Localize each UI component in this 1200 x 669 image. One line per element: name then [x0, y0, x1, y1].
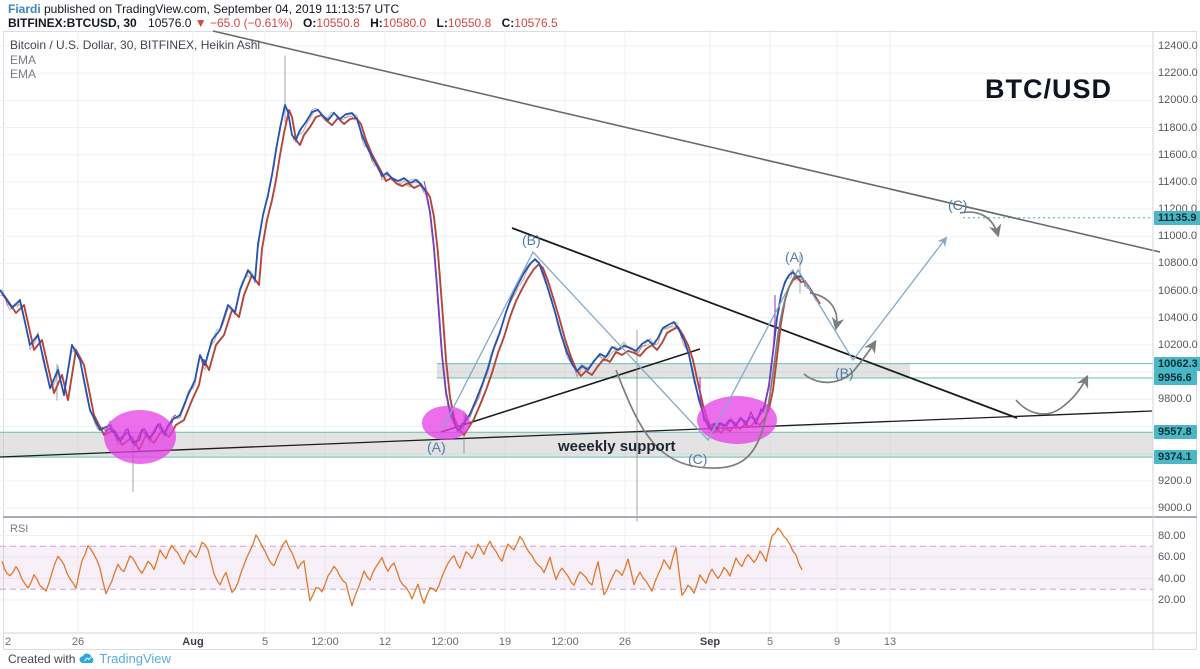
time-tick-label: 12:00 [551, 636, 579, 648]
high-value: 10580.0 [382, 16, 427, 30]
price-level-label: 10062.3 [1154, 356, 1200, 371]
open-label: O: [303, 16, 317, 30]
time-tick-label: 9 [833, 636, 841, 648]
elliott-wave-label: (C) [688, 451, 708, 467]
rsi-tick-label: 20.00 [1158, 594, 1186, 606]
rsi-pane-label[interactable]: RSI [10, 523, 29, 535]
time-tick-label: 12:00 [311, 636, 339, 648]
price-tick-label: 10800.0 [1158, 257, 1198, 270]
tradingview-brand-link[interactable]: TradingView [99, 651, 171, 666]
high-label: H: [370, 16, 383, 30]
time-tick-label: 12 [378, 636, 392, 648]
chart-frame [3, 31, 1197, 650]
weekly-support-annotation: weeekly support [558, 438, 676, 455]
price-tick-label: 12400.0 [1158, 40, 1198, 52]
author-link[interactable]: Fiardi [8, 2, 41, 16]
low-value: 10550.8 [447, 16, 492, 30]
price-level-label: 9557.8 [1154, 425, 1197, 440]
open-value: 10550.8 [316, 16, 360, 30]
price-tick-label: 9000.0 [1158, 502, 1192, 514]
price-level-label: 9374.1 [1154, 450, 1197, 465]
symbol-label: BITFINEX:BTCUSD, 30 [8, 16, 137, 30]
low-label: L: [436, 16, 448, 30]
byline-text: published on TradingView.com, September … [40, 2, 400, 16]
change-value: ▼ −65.0 (−0.61%) [194, 16, 293, 30]
rsi-tick-label: 60.00 [1158, 551, 1186, 563]
rsi-tick-label: 40.00 [1158, 572, 1186, 585]
time-tick-label: 26 [618, 636, 632, 648]
time-tick-label: 5 [766, 636, 774, 648]
time-tick-label: 13 [883, 636, 897, 648]
time-tick-label: Sep [699, 636, 721, 648]
price-level-label: 11135.9 [1154, 210, 1200, 225]
tradingview-logo-icon [79, 653, 94, 663]
price-level-label: 9956.6 [1154, 371, 1197, 385]
elliott-wave-label: (A) [427, 439, 446, 455]
byline: Fiardi published on TradingView.com, Sep… [8, 2, 399, 16]
elliott-wave-label: (B) [522, 232, 541, 248]
price-tick-label: 9800.0 [1158, 393, 1192, 406]
time-tick-label: 2 [4, 636, 12, 648]
elliott-wave-label: (A) [785, 249, 804, 265]
price-tick-label: 11800.0 [1158, 121, 1197, 134]
elliott-wave-label: (B) [835, 365, 854, 381]
legend-ema2[interactable]: EMA [10, 67, 37, 81]
price-tick-label: 9200.0 [1158, 474, 1192, 487]
legend-ema1[interactable]: EMA [10, 53, 37, 67]
price-tick-label: 11400.0 [1158, 175, 1197, 188]
price-tick-label: 12000.0 [1158, 94, 1198, 107]
price-tick-label: 12200.0 [1158, 67, 1198, 80]
time-tick-label: 5 [261, 636, 269, 648]
time-tick-label: 19 [498, 636, 512, 648]
last-price: 10576.0 [148, 16, 192, 30]
price-tick-label: 10400.0 [1158, 311, 1198, 324]
created-with-text: Created with [8, 651, 76, 666]
symbol-watermark: BTC/USD [985, 74, 1112, 104]
rsi-tick-label: 80.00 [1158, 529, 1186, 542]
price-tick-label: 10600.0 [1158, 284, 1198, 297]
close-value: 10576.5 [514, 16, 558, 30]
price-tick-label: 10200.0 [1158, 338, 1198, 351]
elliott-wave-label: (C) [948, 197, 968, 213]
time-tick-label: 12:00 [431, 636, 459, 648]
close-label: C: [501, 16, 515, 30]
legend-series-title[interactable]: Bitcoin / U.S. Dollar, 30, BITFINEX, Hei… [10, 38, 261, 52]
price-tick-label: 11600.0 [1158, 148, 1197, 161]
time-tick-label: 26 [71, 636, 85, 648]
symbol-ohlc-row: BITFINEX:BTCUSD, 30 10576.0 ▼ −65.0 (−0.… [8, 16, 558, 30]
footer: Created with TradingView [8, 651, 171, 666]
time-tick-label: Aug [182, 636, 204, 648]
price-tick-label: 11000.0 [1158, 230, 1197, 243]
